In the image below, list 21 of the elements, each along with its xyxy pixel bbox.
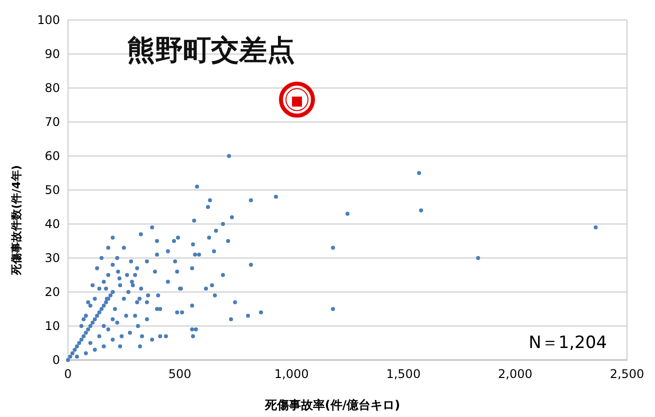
- x-tick-label: 2,500: [610, 367, 644, 381]
- y-tick-label: 30: [44, 251, 60, 265]
- annotation: 熊野町交差点: [126, 34, 295, 67]
- y-tick-label: 0: [52, 353, 60, 367]
- x-tick-label: 0: [64, 367, 72, 381]
- y-tick-label: 70: [44, 115, 60, 129]
- annotation: N＝1,204: [528, 333, 607, 353]
- y-tick-label: 20: [44, 285, 60, 299]
- y-tick-label: 40: [44, 217, 60, 231]
- y-tick-label: 60: [44, 149, 60, 163]
- y-tick-label: 90: [44, 47, 60, 61]
- x-tick-label: 500: [168, 367, 192, 381]
- y-tick-label: 100: [37, 13, 60, 27]
- x-tick-label: 2,000: [498, 367, 532, 381]
- y-tick-label: 10: [44, 319, 60, 333]
- y-axis-title: 死傷事故件数(件/4年): [10, 165, 23, 276]
- x-tick-label: 1,500: [386, 367, 421, 381]
- x-axis-title: 死傷事故率(件/億台キロ): [264, 398, 400, 412]
- y-tick-label: 50: [44, 183, 60, 197]
- y-tick-label: 80: [44, 81, 60, 95]
- x-tick-label: 1,000: [274, 367, 309, 381]
